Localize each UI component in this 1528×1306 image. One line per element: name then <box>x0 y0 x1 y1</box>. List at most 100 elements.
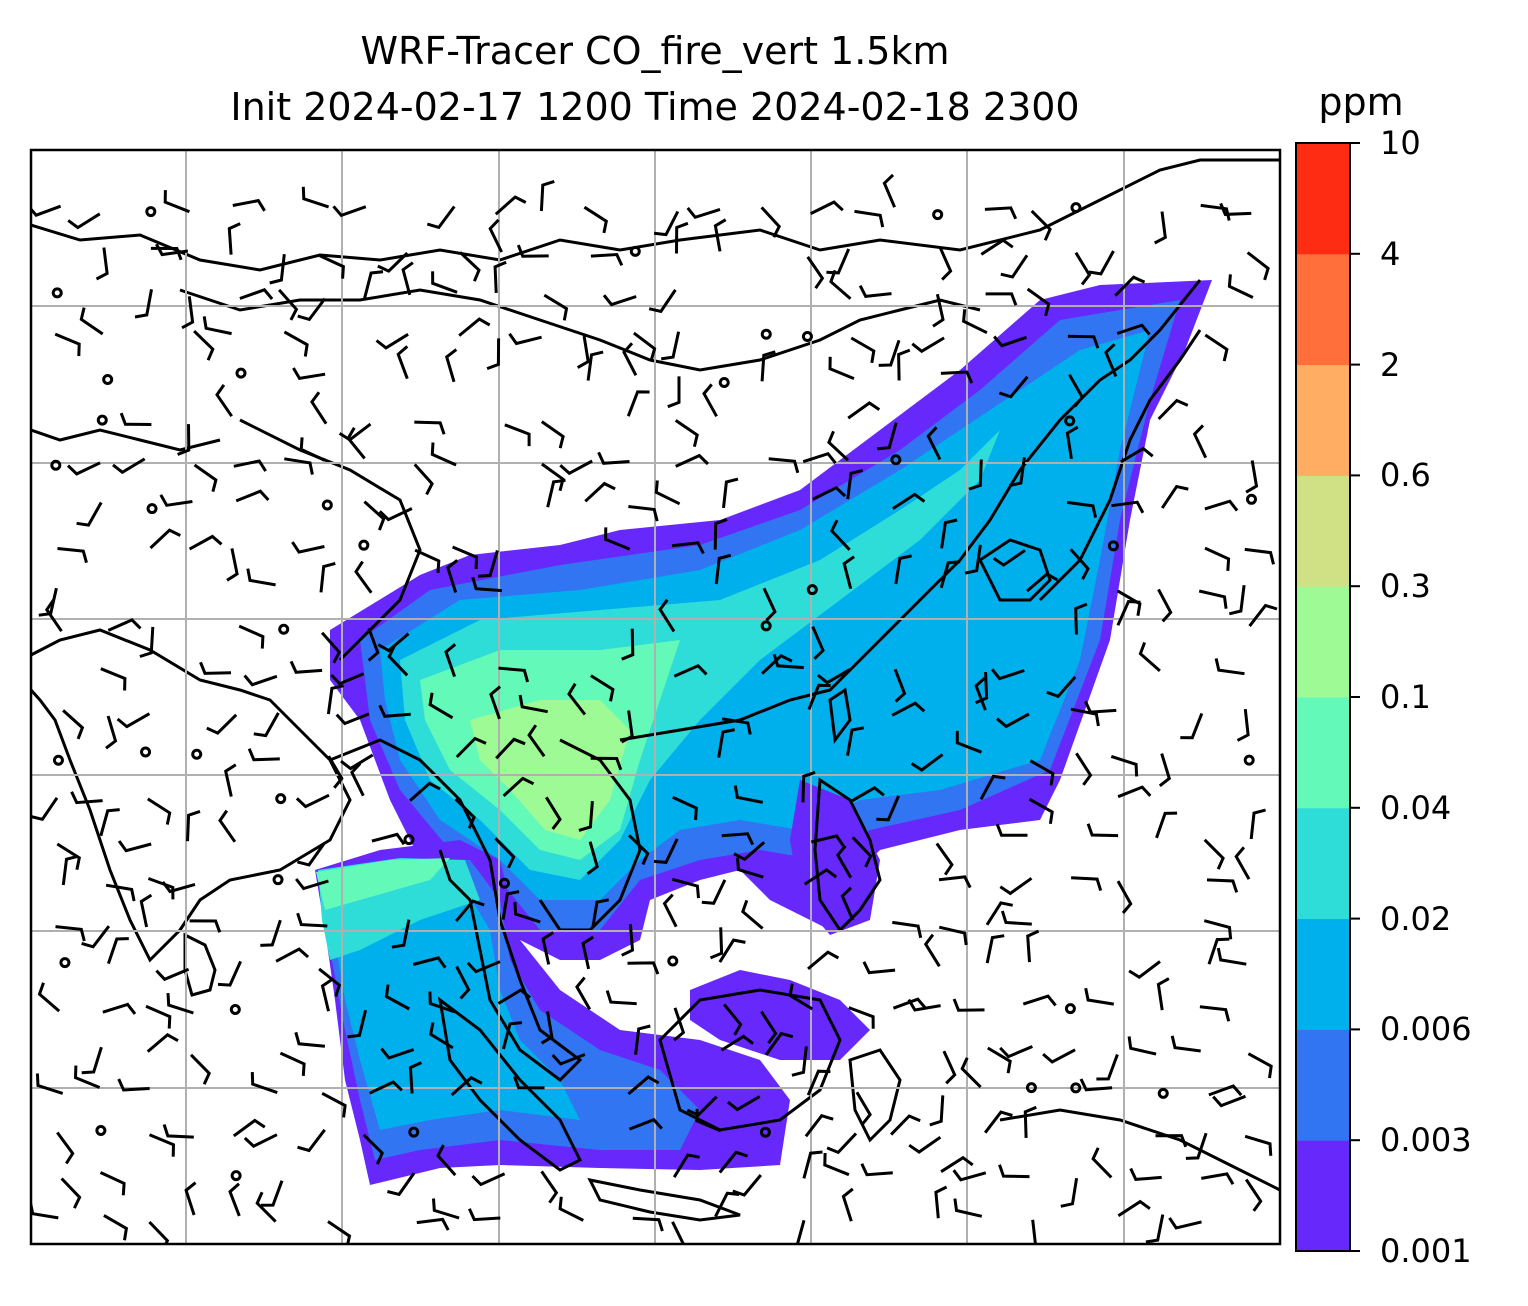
colorbar-segment <box>1296 253 1350 366</box>
wind-barb <box>224 763 237 797</box>
wind-barb <box>297 1128 326 1153</box>
wind-barb <box>488 218 503 253</box>
wind-barb <box>297 297 327 322</box>
wind-barb <box>321 1091 347 1118</box>
wind-barb <box>416 1217 450 1231</box>
wind-barb <box>1201 1172 1235 1185</box>
wind-barb <box>387 645 409 677</box>
wind-barb <box>363 270 384 299</box>
wind-barb <box>310 391 328 425</box>
wind-barb <box>675 453 709 468</box>
wind-barb <box>910 753 944 772</box>
calm-wind-marker <box>498 877 510 889</box>
wind-barb <box>215 384 233 418</box>
wind-barb <box>199 661 232 675</box>
wind-barb <box>486 338 501 371</box>
wind-barb <box>1068 373 1085 408</box>
wind-barb <box>802 1150 823 1179</box>
wind-barb <box>985 901 1013 926</box>
wind-barb <box>186 809 201 842</box>
calm-wind-marker <box>1064 415 1076 427</box>
wind-barb <box>73 1065 101 1089</box>
wind-barb <box>409 781 441 802</box>
wind-barb <box>1249 808 1266 840</box>
coastline-newguinea <box>999 1108 1280 1192</box>
wind-barb <box>1116 323 1151 336</box>
wind-barb <box>810 834 845 847</box>
wind-barb <box>762 587 777 622</box>
colorbar-tick-label: 0.003 <box>1380 1121 1472 1160</box>
wind-barb <box>149 528 181 550</box>
wind-barb <box>227 222 241 255</box>
calm-wind-marker <box>629 245 641 257</box>
border-central-asia <box>31 428 221 452</box>
wind-barb <box>584 481 616 503</box>
wind-barb <box>1244 1178 1263 1212</box>
wind-barb <box>1192 424 1208 459</box>
coastline-srilanka <box>183 932 217 997</box>
wind-barb <box>1216 947 1247 966</box>
wind-barb <box>848 1006 875 1029</box>
wind-barb <box>854 209 885 228</box>
wind-barb <box>938 246 953 281</box>
wind-barb <box>1234 846 1251 880</box>
coastline-korea <box>978 538 1052 602</box>
calm-wind-marker <box>1070 1082 1082 1094</box>
wind-barb <box>444 348 458 383</box>
colorbar-segment <box>1296 475 1350 587</box>
wind-barb <box>671 1221 686 1244</box>
wind-barb <box>119 412 152 426</box>
wind-barb <box>414 548 441 573</box>
wind-barb <box>145 1004 172 1029</box>
wind-barb <box>811 626 825 660</box>
wind-barb <box>1116 589 1142 616</box>
calm-wind-marker <box>932 209 944 221</box>
wind-barb <box>1157 588 1173 623</box>
wind-barb <box>70 791 103 805</box>
wind-barb <box>166 993 194 1015</box>
wind-barb <box>346 427 366 460</box>
wind-barb <box>455 965 471 1000</box>
wind-barb <box>60 1177 82 1209</box>
wind-barb <box>891 701 926 717</box>
wind-barb <box>1206 878 1239 893</box>
wind-barb <box>146 1032 179 1053</box>
wind-barb <box>992 549 1026 567</box>
wind-barb <box>632 1216 664 1232</box>
wind-barb <box>391 919 411 949</box>
wind-barb <box>283 330 309 357</box>
wind-barb <box>840 886 855 921</box>
wind-barb <box>540 1170 559 1204</box>
wind-barb <box>1046 675 1077 699</box>
wind-barb <box>117 840 152 853</box>
wind-barb <box>155 243 189 257</box>
wind-barb <box>878 339 901 367</box>
wind-barb <box>502 776 535 798</box>
calm-wind-marker <box>230 1170 242 1182</box>
wind-barb <box>446 559 459 593</box>
wind-barb <box>335 712 370 726</box>
wind-barb <box>412 956 447 969</box>
wind-barb <box>713 518 728 550</box>
wind-barb <box>673 1007 686 1042</box>
wind-barb <box>332 205 367 218</box>
wind-barb <box>877 422 898 451</box>
wind-barb <box>653 210 680 237</box>
wind-barb <box>501 890 520 920</box>
wind-barb <box>527 724 546 758</box>
wind-barb <box>540 420 565 449</box>
wind-barb <box>103 1214 129 1241</box>
wind-barb <box>508 332 542 346</box>
wind-barb <box>55 925 86 942</box>
wind-barb <box>578 800 594 832</box>
wind-barb <box>714 1191 740 1218</box>
calm-wind-marker <box>1245 493 1257 505</box>
colorbar-frame <box>1295 142 1351 1252</box>
wind-barb <box>134 289 153 319</box>
wind-barb <box>275 947 310 963</box>
wind-barb <box>284 457 314 475</box>
wind-barb <box>714 553 732 585</box>
calm-wind-marker <box>1064 1003 1076 1015</box>
wind-barb <box>713 218 727 252</box>
